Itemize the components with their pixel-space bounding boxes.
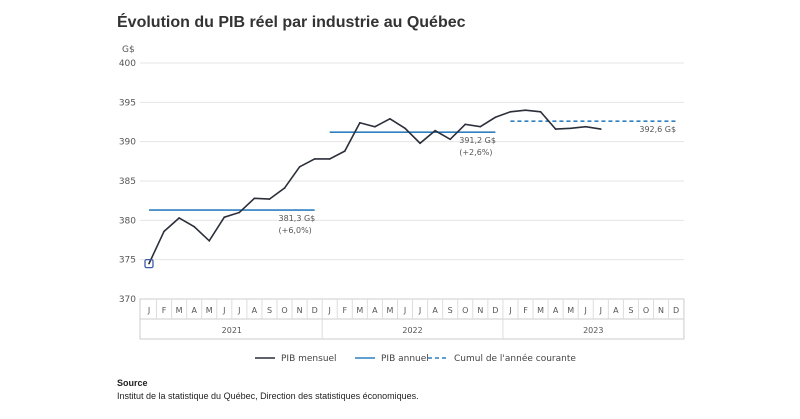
y-tick-label: 390 [119,138,136,148]
x-tick-label: D [312,306,318,315]
x-tick-label: J [418,306,421,315]
y-tick-label: 395 [119,98,136,108]
x-tick-label: J [147,306,150,315]
data-point [539,110,542,113]
annual-change-label: (+6,0%) [279,226,312,235]
data-point [509,110,512,113]
x-tick-label: F [162,306,167,315]
x-tick-label: M [356,306,363,315]
x-tick-label: N [297,306,303,315]
x-tick-label: A [432,306,438,315]
x-tick-label: A [372,306,378,315]
data-point [524,109,527,111]
source-heading: Source [117,378,148,388]
x-tick-label: S [267,306,272,315]
x-tick-label: J [328,306,331,315]
y-tick-label: 400 [119,59,136,69]
annual-change-label: (+2,6%) [459,148,492,157]
data-point [374,125,376,128]
x-tick-label: N [658,306,664,315]
data-point [494,116,497,119]
data-point [449,138,452,141]
y-tick-label: 380 [119,216,136,226]
x-tick-label: J [403,306,406,315]
data-point [163,230,165,233]
data-point [600,128,602,130]
y-tick-label: 385 [119,177,136,187]
y-axis-label: G$ [122,45,135,55]
x-tick-label: J [237,306,240,315]
x-tick-label: J [508,306,511,315]
annual-value-label: 381,3 G$ [279,214,316,223]
x-tick-label: F [342,306,347,315]
data-point [328,158,331,160]
data-point [359,121,361,124]
year-label: 2023 [583,326,603,335]
data-point [223,216,226,218]
legend-label: PIB annuel [381,354,429,364]
x-tick-label: F [523,306,528,315]
data-point [343,150,346,152]
x-tick-label: M [206,306,213,315]
x-tick-label: D [673,306,679,315]
data-point [434,129,436,132]
data-point [584,125,587,128]
data-point [479,125,482,128]
data-point [208,239,211,242]
x-tick-label: A [191,306,197,315]
data-point [298,166,301,168]
x-tick-label: S [628,306,633,315]
data-point [253,197,256,200]
year-label: 2021 [222,326,242,335]
x-tick-label: M [567,306,574,315]
data-point [148,262,150,265]
x-tick-label: O [281,306,287,315]
chart-title: Évolution du PIB réel par industrie au Q… [117,14,466,31]
legend-label: PIB mensuel [281,354,337,364]
selected-point-marker [144,258,154,269]
x-tick-label: A [553,306,559,315]
data-point [238,211,241,214]
x-tick-label: S [448,306,453,315]
data-point [569,127,572,130]
data-point [419,142,421,145]
annual-value-label: 392,6 G$ [639,125,676,134]
x-tick-label: M [176,306,183,315]
y-tick-label: 375 [119,256,136,266]
data-point [268,198,271,200]
source-text: Institut de la statistique du Québec, Di… [117,391,419,401]
x-tick-label: M [387,306,394,315]
annual-value-label: 391,2 G$ [459,136,496,145]
x-tick-label: D [492,306,498,315]
x-tick-label: J [584,306,587,315]
data-point [404,127,406,130]
x-tick-label: O [462,306,468,315]
data-point [464,123,467,126]
data-point [193,225,195,228]
data-point [178,217,180,219]
data-point [283,187,286,189]
x-tick-label: M [537,306,544,315]
year-label: 2022 [402,326,422,335]
data-point [554,128,557,130]
y-tick-label: 370 [119,295,136,305]
x-tick-label: A [613,306,619,315]
monthly-line [148,109,601,264]
x-tick-label: A [252,306,258,315]
legend-label: Cumul de l'année courante [454,353,576,364]
x-tick-label: N [477,306,483,315]
data-point [313,158,316,160]
data-point [389,118,391,120]
x-tick-label: J [599,306,602,315]
x-tick-label: O [643,306,649,315]
x-tick-label: J [222,306,225,315]
